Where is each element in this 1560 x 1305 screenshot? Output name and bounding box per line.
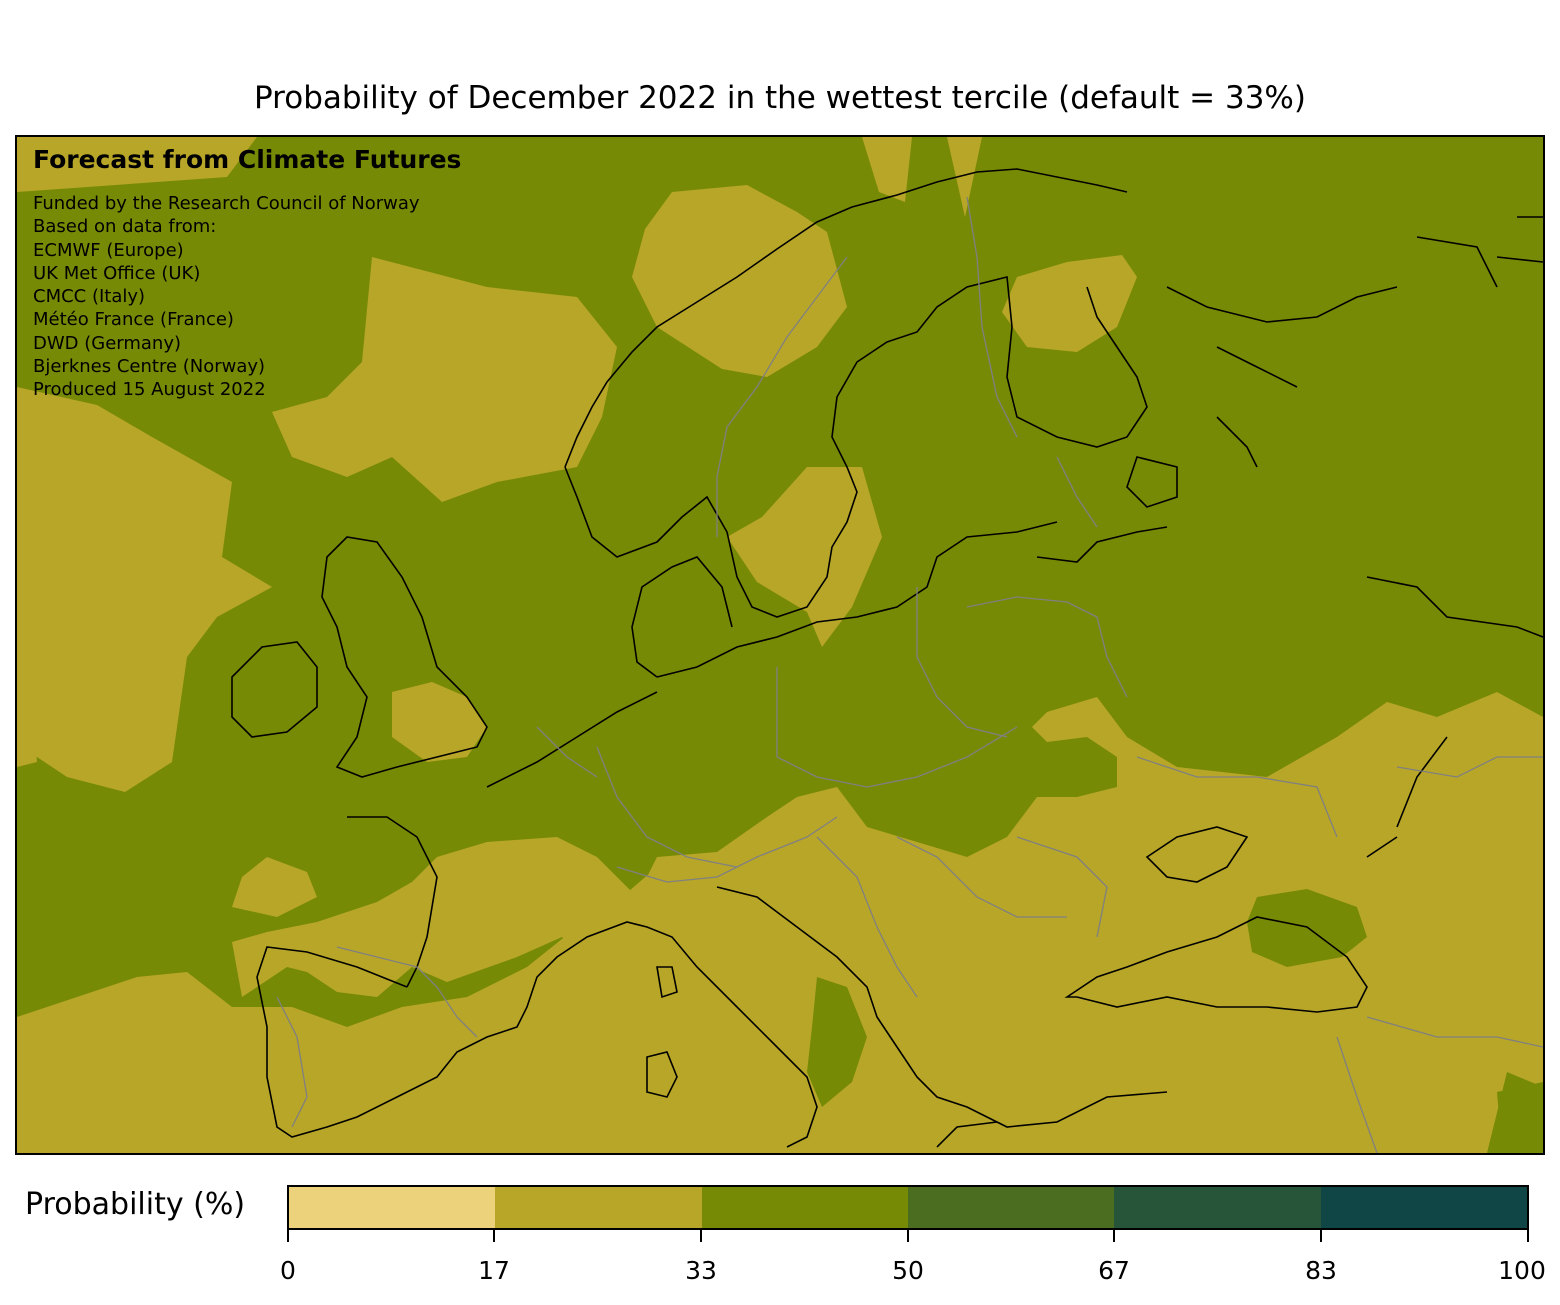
colorbar-tick	[287, 1230, 289, 1242]
credit-line: Based on data from:	[33, 216, 217, 238]
country-borders	[276, 196, 1543, 1153]
colorbar-tick-label: 100	[1498, 1256, 1546, 1285]
colorbar-tick	[1527, 1230, 1529, 1242]
credit-line: Funded by the Research Council of Norway	[33, 193, 420, 214]
colorbar-segment-0-17	[289, 1187, 496, 1228]
probability-map	[17, 137, 1543, 1153]
colorbar-segment-67-83	[1114, 1187, 1321, 1228]
credit-line: ECMWF (Europe)	[33, 239, 184, 261]
colorbar-tick	[1113, 1230, 1115, 1242]
colorbar-tick-label: 83	[1305, 1256, 1337, 1285]
colorbar-tick-label: 33	[685, 1256, 717, 1285]
colorbar-segment-83-100	[1320, 1187, 1527, 1228]
credit-line: CMCC (Italy)	[33, 286, 146, 308]
credit-line: Météo France (France)	[33, 309, 234, 331]
probability-zones-17-33	[17, 137, 1543, 1153]
colorbar-segment-50-67	[907, 1187, 1115, 1228]
colorbar-label: Probability (%)	[25, 1187, 246, 1222]
colorbar-tick-label: 50	[892, 1256, 924, 1285]
coastlines	[231, 168, 1543, 1148]
colorbar-tick	[1320, 1230, 1322, 1242]
map-panel[interactable]: Forecast from Climate Futures Funded by …	[15, 135, 1545, 1155]
colorbar-tick	[700, 1230, 702, 1242]
colorbar-segment-33-50	[701, 1187, 908, 1228]
colorbar-segment-17-33	[495, 1187, 702, 1228]
credit-line: Bjerknes Centre (Norway)	[33, 356, 266, 378]
colorbar-tick	[493, 1230, 495, 1242]
credit-line: UK Met Office (UK)	[33, 262, 201, 284]
colorbar-tick	[907, 1230, 909, 1242]
forecast-heading: Forecast from Climate Futures	[33, 145, 462, 174]
forecast-credits: Forecast from Climate Futures Funded by …	[33, 145, 461, 402]
credit-line: DWD (Germany)	[33, 332, 182, 354]
colorbar-tick-label: 67	[1098, 1256, 1130, 1285]
colorbar	[287, 1185, 1529, 1230]
colorbar-tick-label: 17	[478, 1256, 510, 1285]
colorbar-tick-label: 0	[280, 1256, 296, 1285]
chart-title: Probability of December 2022 in the wett…	[254, 80, 1306, 116]
credit-line: Produced 15 August 2022	[33, 379, 266, 401]
